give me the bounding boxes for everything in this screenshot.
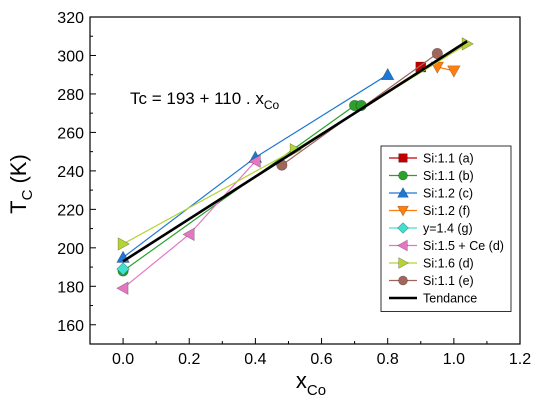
trend-line	[122, 40, 468, 263]
data-point	[380, 67, 395, 81]
legend-label: Si:1.2 (c)	[423, 187, 473, 201]
y-axis-title-sub: C	[19, 189, 36, 200]
legend-marker	[398, 170, 408, 181]
y-tick-label: 180	[57, 279, 84, 296]
x-axis-title-sub: Co	[307, 382, 326, 399]
legend-marker	[398, 275, 408, 286]
series-si-1-1-b-	[117, 99, 367, 277]
series-si-1-5-ce-d-	[116, 154, 261, 295]
y-tick-label: 200	[57, 241, 84, 258]
legend: Si:1.1 (a) Si:1.1 (b) Si:1.2 (c) Si:1.2 (f)…	[380, 145, 512, 312]
legend-marker	[397, 205, 409, 217]
legend-label: Si:1.6 (d)	[423, 257, 474, 271]
x-tick-label: 0.6	[310, 351, 332, 368]
x-tick-label: 0.8	[377, 351, 399, 368]
legend-label: Si:1.1 (a)	[423, 152, 474, 166]
y-axis-title-unit: (K)	[6, 154, 31, 183]
equation-subscript: Co	[264, 98, 280, 112]
series-y-1-4-g-	[116, 262, 130, 276]
data-point	[117, 237, 130, 251]
legend-marker	[398, 153, 408, 163]
y-tick-label: 260	[57, 125, 84, 142]
equation-text: Tc = 193 + 110 . x	[130, 89, 264, 108]
series-line	[122, 160, 256, 289]
x-tick-label: 1.0	[443, 351, 465, 368]
equation-annotation: Tc = 193 + 110 . xCo	[130, 89, 280, 112]
series-si-1-2-f-	[430, 61, 461, 78]
y-axis-title: TC (K)	[6, 154, 36, 214]
x-tick-label: 1.2	[509, 351, 531, 368]
y-tick-label: 160	[57, 318, 84, 335]
y-tick-label: 220	[57, 202, 84, 219]
plot-frame	[89, 16, 521, 345]
y-tick-label: 320	[57, 10, 84, 27]
legend-label: y=1.4 (g)	[423, 222, 473, 236]
series-layer	[116, 37, 474, 295]
legend-marker	[397, 222, 409, 234]
y-tick-label: 300	[57, 48, 84, 65]
x-axis-title-main: x	[296, 368, 307, 393]
legend-label: Si:1.1 (b)	[423, 169, 474, 183]
legend-label: Si:1.2 (f)	[423, 204, 470, 218]
data-point	[116, 281, 129, 295]
axes-layer: 0.0 0.2 0.4 0.6 0.8 1.0 1.2 160 180 200 220 240 260 2…	[57, 10, 531, 368]
y-tick-label: 280	[57, 87, 84, 104]
legend-marker	[398, 257, 409, 269]
legend-marker	[397, 187, 409, 198]
legend-label: Si:1.1 (e)	[423, 274, 474, 288]
data-point	[248, 154, 261, 169]
legend-marker	[397, 239, 408, 252]
y-tick-label: 240	[57, 164, 84, 181]
x-tick-label: 0.2	[178, 351, 200, 368]
x-axis-title: xCo	[296, 368, 326, 399]
y-axis-title-main: T	[6, 200, 31, 213]
x-tick-label: 0.0	[112, 351, 134, 368]
data-point	[447, 65, 461, 78]
x-tick-label: 0.4	[244, 351, 266, 368]
legend-label: Tendance	[423, 292, 477, 306]
data-point	[182, 227, 195, 242]
series-tendance	[122, 40, 468, 263]
data-point	[116, 262, 130, 276]
legend-label: Si:1.5 + Ce (d)	[423, 239, 504, 253]
